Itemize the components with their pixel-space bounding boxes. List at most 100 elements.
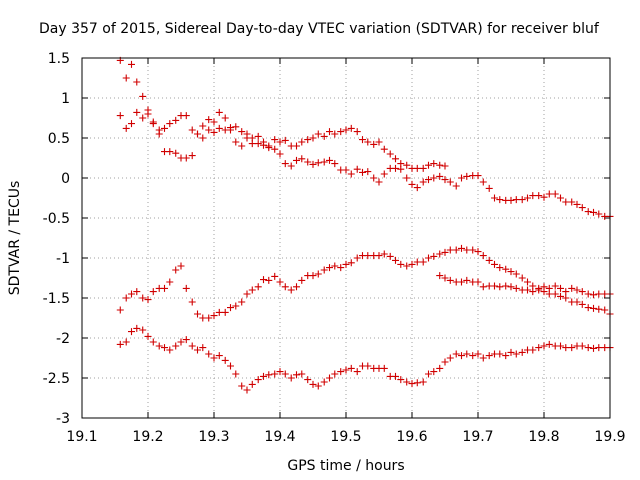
data-point: [425, 254, 432, 262]
data-point: [502, 282, 510, 290]
data-point: [188, 152, 196, 160]
data-point: [342, 366, 350, 374]
y-tick-label: 1.5: [48, 51, 70, 67]
data-point: [512, 270, 520, 278]
data-point: [188, 126, 196, 134]
data-point: [161, 124, 168, 132]
data-point: [254, 283, 262, 291]
data-point: [436, 172, 444, 180]
data-point: [215, 308, 223, 316]
data-point: [342, 166, 350, 174]
data-point: [298, 138, 306, 146]
data-point: [271, 370, 279, 378]
data-point: [551, 290, 559, 298]
data-point: [584, 290, 592, 298]
data-point: [413, 379, 421, 387]
data-point: [337, 128, 345, 136]
data-point: [182, 154, 190, 162]
y-tick-label: 1: [61, 91, 70, 107]
data-point: [557, 342, 564, 350]
data-point: [545, 190, 553, 198]
data-point: [436, 364, 444, 372]
data-point: [380, 145, 388, 153]
data-point: [227, 126, 234, 134]
x-tick-label: 19.8: [528, 429, 559, 445]
data-point: [166, 148, 174, 156]
data-point: [221, 114, 229, 122]
data-point: [205, 314, 213, 322]
data-point: [271, 145, 279, 153]
axis-ticks: [81, 57, 611, 419]
data-point: [535, 284, 543, 292]
chart-title: Day 357 of 2015, Sidereal Day-to-day VTE…: [39, 21, 600, 37]
data-point: [446, 354, 454, 362]
data-point: [507, 283, 515, 291]
data-point: [331, 160, 339, 168]
data-point: [232, 302, 240, 310]
data-point: [540, 283, 548, 291]
data-point: [375, 252, 383, 260]
data-point: [155, 130, 163, 138]
data-point: [353, 165, 361, 173]
data-point: [271, 136, 279, 144]
data-point: [276, 278, 284, 286]
x-tick-label: 19.4: [264, 429, 295, 445]
data-point: [403, 161, 411, 169]
data-point: [248, 134, 256, 142]
data-point: [182, 336, 190, 344]
data-point: [507, 268, 515, 276]
data-point: [347, 170, 355, 178]
data-point: [491, 194, 498, 202]
data-point: [595, 210, 603, 218]
data-point: [342, 260, 350, 268]
data-point: [304, 376, 312, 384]
data-point: [265, 371, 273, 379]
x-tick-label: 19.9: [594, 429, 625, 445]
data-point: [403, 262, 411, 270]
data-point: [392, 256, 399, 264]
data-point: [364, 362, 372, 370]
data-point: [491, 260, 498, 268]
data-point: [199, 134, 207, 142]
data-point: [403, 174, 411, 182]
data-point: [347, 364, 355, 372]
data-point: [238, 128, 246, 136]
data-point: [128, 328, 135, 336]
data-point: [293, 283, 300, 291]
data-point: [238, 142, 246, 150]
data-point: [370, 140, 378, 148]
data-point: [469, 352, 477, 360]
data-point: [304, 136, 312, 144]
data-point: [149, 338, 157, 346]
data-point: [512, 350, 520, 358]
data-point: [392, 155, 399, 163]
data-point: [298, 276, 306, 284]
data-point: [221, 308, 229, 316]
x-tick-labels: 19.1 19.2 19.3 19.4 19.5 19.6 19.7 19.8 19.9: [66, 429, 625, 445]
data-point: [573, 286, 581, 294]
data-point: [496, 196, 504, 204]
data-point: [122, 294, 130, 302]
data-point: [215, 124, 223, 132]
data-point: [458, 352, 465, 360]
data-point: [578, 300, 586, 308]
data-point: [458, 244, 465, 252]
series-satellite-a: [116, 56, 614, 220]
data-point: [458, 278, 465, 286]
data-point: [562, 294, 570, 302]
data-point: [496, 283, 504, 291]
y-tick-label: -2: [56, 331, 70, 347]
series-satellite-b: [116, 106, 449, 172]
data-point: [347, 259, 355, 267]
data-point: [512, 196, 520, 204]
data-point: [265, 142, 273, 150]
data-point: [441, 176, 449, 184]
data-point: [194, 310, 201, 318]
data-point: [210, 312, 218, 320]
data-point: [425, 370, 432, 378]
y-tick-label: -0.5: [43, 211, 70, 227]
data-point: [441, 248, 449, 256]
data-point: [364, 252, 372, 260]
data-point: [425, 161, 432, 169]
x-tick-label: 19.1: [66, 429, 97, 445]
